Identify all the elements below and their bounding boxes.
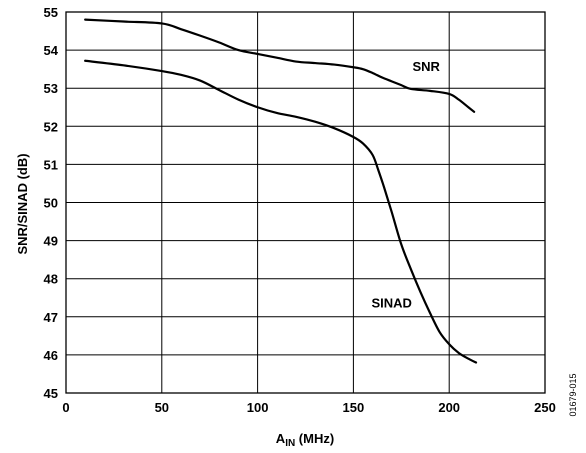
x-axis-label-subscript: IN bbox=[285, 438, 295, 449]
x-axis-label-main: A bbox=[276, 431, 286, 446]
y-tick-label: 47 bbox=[44, 310, 58, 325]
y-tick-label: 50 bbox=[44, 196, 58, 211]
x-tick-label: 250 bbox=[534, 400, 556, 415]
series-lines bbox=[84, 18, 478, 364]
x-tick-label: 50 bbox=[155, 400, 169, 415]
y-axis-label: SNR/SINAD (dB) bbox=[15, 153, 30, 254]
series-annotations: SNR SINAD bbox=[371, 59, 440, 310]
x-axis-label-unit: (MHz) bbox=[295, 431, 334, 446]
x-tick-labels: 0 50 100 150 200 250 bbox=[62, 400, 555, 415]
x-tick-label: 0 bbox=[62, 400, 69, 415]
figure-id: 01679-015 bbox=[568, 373, 578, 416]
x-tick-label: 100 bbox=[247, 400, 269, 415]
x-axis-label: AIN (MHz) bbox=[276, 431, 334, 449]
series-line-sinad bbox=[84, 59, 478, 364]
y-tick-label: 54 bbox=[44, 43, 59, 58]
series-label-snr: SNR bbox=[412, 59, 440, 74]
y-tick-label: 51 bbox=[44, 157, 58, 172]
grid-lines bbox=[65, 11, 546, 394]
y-tick-label: 53 bbox=[44, 81, 58, 96]
y-tick-label: 52 bbox=[44, 119, 58, 134]
series-label-sinad: SINAD bbox=[371, 295, 411, 310]
x-tick-label: 200 bbox=[438, 400, 460, 415]
series-line-snr bbox=[84, 18, 476, 113]
y-tick-labels: 45 46 47 48 49 50 51 52 53 54 55 bbox=[44, 5, 59, 401]
y-tick-label: 55 bbox=[44, 5, 58, 20]
plot-frame bbox=[65, 11, 546, 394]
y-tick-label: 45 bbox=[44, 386, 58, 401]
y-tick-label: 46 bbox=[44, 348, 58, 363]
y-tick-label: 49 bbox=[44, 234, 58, 249]
y-tick-label: 48 bbox=[44, 272, 58, 287]
x-tick-label: 150 bbox=[343, 400, 365, 415]
